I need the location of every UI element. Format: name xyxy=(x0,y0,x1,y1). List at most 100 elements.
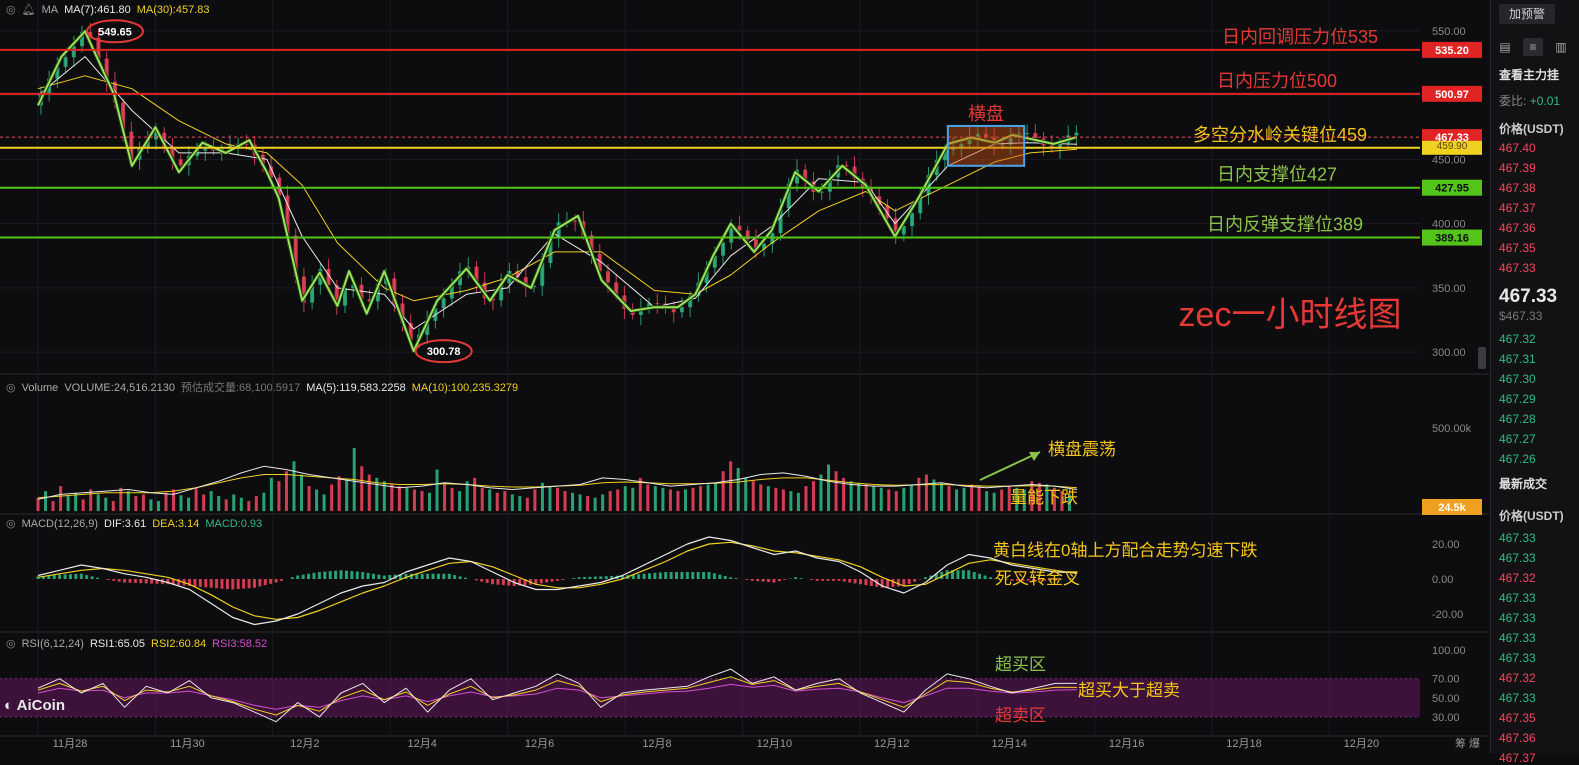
macd-histogram-bar xyxy=(551,579,554,582)
price-tick-label: 400.00 xyxy=(1432,219,1466,231)
macd-histogram-bar xyxy=(453,575,456,579)
macd-histogram-bar xyxy=(464,578,467,579)
volume-bar xyxy=(119,488,122,511)
bell-icon[interactable]: 🔔︎ xyxy=(22,4,36,16)
bid-price[interactable]: 467.31 xyxy=(1499,352,1536,366)
macd-histogram-bar xyxy=(561,579,564,580)
macd-histogram-bar xyxy=(556,579,559,581)
macd-histogram-bar xyxy=(648,573,651,579)
bid-price[interactable]: 467.30 xyxy=(1499,372,1536,386)
trade-price[interactable]: 467.37 xyxy=(1499,751,1536,765)
volume-label[interactable]: Volume xyxy=(22,382,59,394)
volume-bar xyxy=(300,475,303,511)
macd-histogram-bar xyxy=(242,579,245,589)
ask-price[interactable]: 467.33 xyxy=(1499,261,1536,275)
volume-bar xyxy=(782,489,785,511)
eye-icon[interactable]: ◎ xyxy=(6,518,16,530)
eye-icon[interactable]: ◎ xyxy=(6,638,16,650)
volume-bar xyxy=(526,498,529,511)
macd-value: MACD:0.93 xyxy=(205,518,262,530)
layout-asks-icon[interactable]: ≡ xyxy=(1523,38,1543,56)
macd-histogram-bar xyxy=(58,575,61,579)
bid-price[interactable]: 467.26 xyxy=(1499,452,1536,466)
macd-histogram-bar xyxy=(69,574,72,579)
price-path xyxy=(38,31,1077,351)
candle-body xyxy=(680,307,684,312)
macd-histogram-bar xyxy=(864,579,867,585)
main-order-link[interactable]: 查看主力挂 xyxy=(1499,66,1559,83)
ask-price[interactable]: 467.36 xyxy=(1499,221,1536,235)
volume-bar xyxy=(142,494,145,511)
trade-price[interactable]: 467.33 xyxy=(1499,531,1536,545)
ask-price[interactable]: 467.39 xyxy=(1499,161,1536,175)
ask-price[interactable]: 467.35 xyxy=(1499,241,1536,255)
volume-bar xyxy=(827,465,830,511)
bid-price[interactable]: 467.29 xyxy=(1499,392,1536,406)
volume-bar xyxy=(59,486,62,511)
macd-histogram-bar xyxy=(231,579,234,590)
ask-price[interactable]: 467.37 xyxy=(1499,201,1536,215)
candle-body xyxy=(721,243,725,256)
trade-price[interactable]: 467.33 xyxy=(1499,691,1536,705)
volume-bar xyxy=(195,488,198,511)
rsi-label[interactable]: RSI(6,12,24) xyxy=(22,638,84,650)
eye-icon[interactable]: ◎ xyxy=(6,382,16,394)
macd-histogram-bar xyxy=(193,579,196,586)
trade-price[interactable]: 467.33 xyxy=(1499,651,1536,665)
bid-price[interactable]: 467.28 xyxy=(1499,412,1536,426)
volume-bar xyxy=(970,484,973,511)
volume-ma10: MA(10):100,235.3279 xyxy=(412,382,518,394)
macd-histogram-bar xyxy=(637,574,640,579)
macd-histogram-bar xyxy=(307,574,310,579)
layout-both-icon[interactable]: ▤ xyxy=(1495,38,1515,56)
trade-price[interactable]: 467.36 xyxy=(1499,731,1536,745)
trade-price[interactable]: 467.33 xyxy=(1499,591,1536,605)
volume-bar xyxy=(518,496,521,511)
macd-histogram-bar xyxy=(767,579,770,582)
trade-price[interactable]: 467.32 xyxy=(1499,571,1536,585)
volume-bar xyxy=(556,488,559,511)
volume-current-tag-text: 24.5k xyxy=(1438,502,1466,514)
volume-bar xyxy=(812,481,815,511)
layout-bids-icon[interactable]: ▥ xyxy=(1551,38,1571,56)
volume-bar xyxy=(594,498,597,511)
volume-bar xyxy=(202,494,205,511)
ask-price[interactable]: 467.38 xyxy=(1499,181,1536,195)
volume-bar xyxy=(277,481,280,511)
volume-bar xyxy=(405,488,408,511)
bid-price[interactable]: 467.27 xyxy=(1499,432,1536,446)
macd-label[interactable]: MACD(12,26,9) xyxy=(22,518,98,530)
macd-histogram-bar xyxy=(220,579,223,589)
indicator-name[interactable]: MA xyxy=(42,4,59,16)
trade-price[interactable]: 467.32 xyxy=(1499,671,1536,685)
volume-bar xyxy=(112,501,115,511)
macd-histogram-bar xyxy=(80,574,83,579)
trade-price[interactable]: 467.35 xyxy=(1499,711,1536,725)
aicoin-logo: ◐ AiCoin xyxy=(4,697,65,714)
macd-histogram-bar xyxy=(821,579,824,581)
bid-price[interactable]: 467.32 xyxy=(1499,332,1536,346)
volume-annotation-decline: 量能下跌 xyxy=(1010,488,1078,507)
volume-bar xyxy=(714,483,717,511)
latest-trades-tab[interactable]: 最新成交 xyxy=(1499,475,1547,492)
volume-bar xyxy=(451,488,454,511)
macd-histogram-bar xyxy=(226,579,229,589)
macd-histogram-bar xyxy=(837,579,840,581)
macd-histogram-bar xyxy=(118,579,121,582)
eye-icon[interactable]: ◎ xyxy=(6,4,16,16)
macd-tick-label: -20.00 xyxy=(1432,609,1463,621)
volume-bar xyxy=(458,491,461,511)
add-alert-button[interactable]: 加预警 xyxy=(1499,4,1555,24)
trade-price[interactable]: 467.33 xyxy=(1499,551,1536,565)
volume-bar xyxy=(737,468,740,511)
macd-histogram-bar xyxy=(329,571,332,579)
trade-price[interactable]: 467.33 xyxy=(1499,631,1536,645)
macd-histogram-bar xyxy=(810,579,813,580)
volume-bar xyxy=(925,475,928,511)
macd-histogram-bar xyxy=(318,572,321,579)
macd-histogram-bar xyxy=(892,579,895,587)
ask-price[interactable]: 467.40 xyxy=(1499,141,1536,155)
macd-histogram-bar xyxy=(269,579,272,584)
trade-price[interactable]: 467.33 xyxy=(1499,611,1536,625)
macd-histogram-bar xyxy=(491,579,494,584)
